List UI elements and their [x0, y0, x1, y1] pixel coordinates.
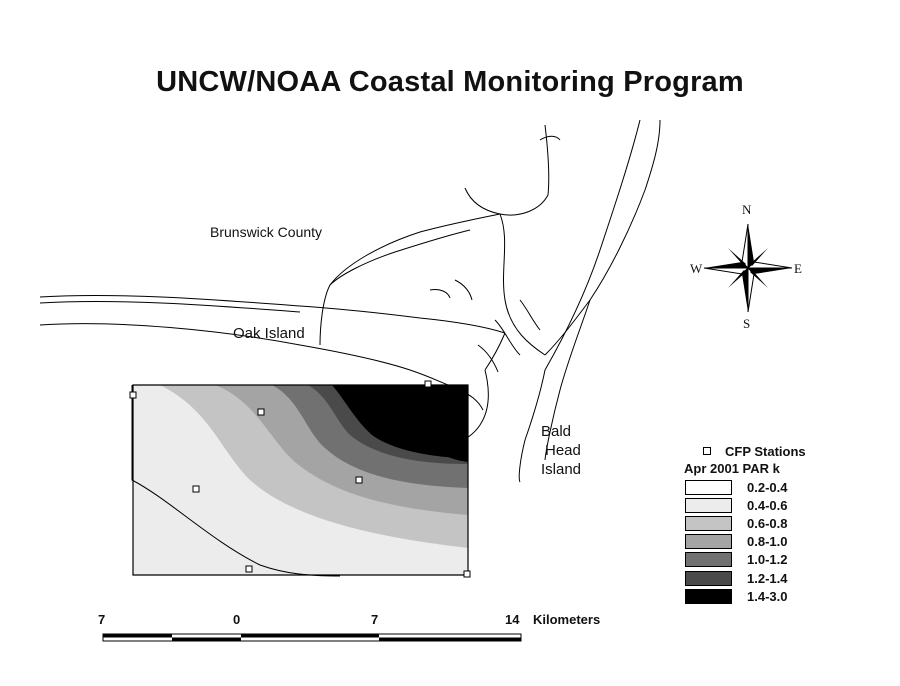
- legend-stations: CFP Stations: [703, 442, 854, 460]
- station-marker: [129, 391, 137, 399]
- legend-row-label: 0.2-0.4: [747, 479, 788, 495]
- map-title: UNCW/NOAA Coastal Monitoring Program: [156, 66, 744, 98]
- coastline: [39, 119, 661, 483]
- station-marker: [192, 485, 200, 493]
- scale-bar-graphic: [102, 633, 522, 642]
- label-oak-island: Oak Island: [233, 325, 305, 342]
- legend-row: 1.0-1.2: [684, 551, 854, 569]
- station-marker: [245, 565, 253, 573]
- legend-row: 0.2-0.4: [684, 478, 854, 496]
- station-marker: [355, 476, 363, 484]
- legend-row-label: 0.6-0.8: [747, 515, 788, 531]
- legend-stations-label: CFP Stations: [725, 443, 806, 459]
- legend-row: 1.4-3.0: [684, 587, 854, 605]
- legend-row-label: 1.4-3.0: [747, 588, 788, 604]
- compass-w: W: [690, 261, 703, 276]
- compass-e: E: [794, 261, 802, 276]
- legend-classes: 0.2-0.4 0.4-0.6 0.6-0.8 0.8-1.0 1.0-1.2 …: [684, 478, 854, 605]
- legend-row: 1.2-1.4: [684, 569, 854, 587]
- compass-n: N: [742, 202, 752, 217]
- station-marker: [424, 380, 432, 388]
- legend-swatch: [685, 497, 732, 513]
- legend-row-label: 1.0-1.2: [747, 552, 788, 568]
- scale-tick-0: 7: [98, 612, 106, 627]
- cfp-stations: [129, 380, 471, 578]
- legend-swatch: [685, 534, 732, 550]
- label-bald-head-3: Island: [541, 461, 582, 478]
- par-k-contour-grid: [131, 384, 469, 577]
- label-brunswick-county: Brunswick County: [210, 224, 323, 240]
- label-bald-head-1: Bald: [541, 423, 572, 440]
- scale-tick-2: 7: [371, 612, 379, 627]
- legend-title: Apr 2001 PAR k: [684, 461, 780, 476]
- legend-swatch: [685, 570, 732, 586]
- legend-swatch: [685, 588, 732, 604]
- compass-star-icon: [703, 223, 793, 313]
- legend-row-label: 0.4-0.6: [747, 497, 788, 513]
- scale-tick-1: 0: [233, 612, 241, 627]
- label-bald-head-2: Head: [545, 442, 581, 459]
- station-marker: [257, 408, 265, 416]
- station-symbol-icon: [703, 447, 711, 455]
- scale-tick-3: 14: [505, 612, 520, 627]
- legend-row-label: 0.8-1.0: [747, 534, 788, 550]
- legend-row: 0.8-1.0: [684, 533, 854, 551]
- station-marker: [463, 570, 471, 578]
- legend-swatch: [685, 515, 732, 531]
- legend-row: 0.4-0.6: [684, 496, 854, 514]
- compass-rose: N S E W: [690, 202, 810, 331]
- scale-unit: Kilometers: [533, 612, 601, 627]
- legend-swatch: [685, 552, 732, 568]
- legend-row: 0.6-0.8: [684, 514, 854, 532]
- scale-bar: 7 0 7 14 Kilometers: [90, 612, 630, 652]
- compass-s: S: [743, 316, 751, 331]
- legend-row-label: 1.2-1.4: [747, 570, 788, 586]
- legend-swatch: [685, 479, 732, 495]
- legend: CFP Stations Apr 2001 PAR k 0.2-0.4 0.4-…: [684, 442, 854, 605]
